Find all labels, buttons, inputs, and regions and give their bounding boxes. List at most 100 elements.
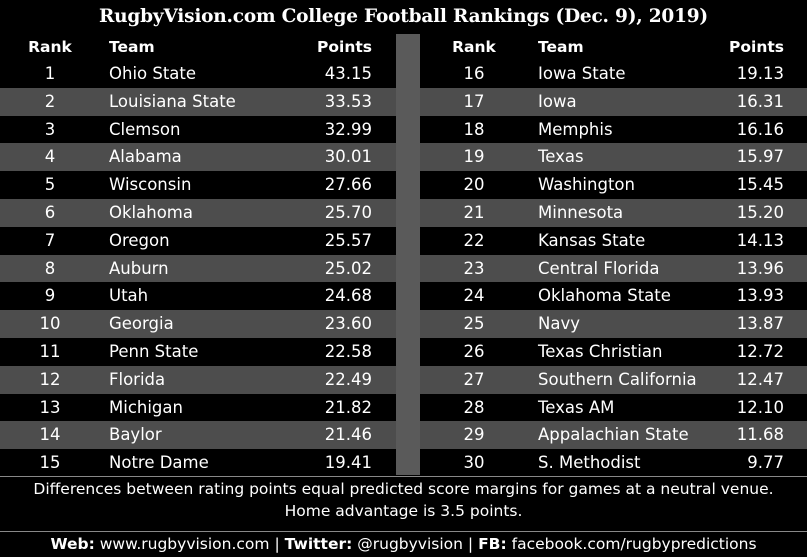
points-cell: 25.57 bbox=[324, 230, 372, 250]
team-cell: Appalachian State bbox=[538, 425, 689, 445]
team-cell: Southern California bbox=[538, 369, 697, 389]
rank-cell: 1 bbox=[44, 64, 56, 83]
rankings-column-right: Rank Team Points 16 Iowa State 19.13 17 Iowa… bbox=[420, 34, 807, 475]
points-cell: 22.58 bbox=[324, 341, 372, 361]
team-cell: Penn State bbox=[109, 341, 199, 361]
table-row: 28 Texas AM 12.10 bbox=[420, 394, 807, 422]
divider-line bbox=[0, 531, 807, 532]
footer-separator: | bbox=[467, 535, 474, 553]
web-link[interactable]: www.rugbyvision.com bbox=[99, 535, 270, 553]
team-cell: Texas Christian bbox=[538, 341, 663, 361]
table-row: 27 Southern California 12.47 bbox=[420, 365, 807, 394]
team-cell: Alabama bbox=[109, 147, 182, 167]
team-cell: Memphis bbox=[538, 119, 613, 139]
points-cell: 27.66 bbox=[324, 175, 372, 195]
points-cell: 21.82 bbox=[324, 397, 372, 417]
table-row: 11 Penn State 22.58 bbox=[0, 338, 396, 366]
rank-cell: 27 bbox=[463, 369, 485, 389]
rank-cell: 22 bbox=[463, 230, 485, 250]
team-cell: Oklahoma bbox=[109, 202, 193, 222]
footnote-line-2: Home advantage is 3.5 points. bbox=[284, 502, 523, 520]
team-cell: Central Florida bbox=[538, 258, 660, 278]
team-cell: Washington bbox=[538, 175, 635, 195]
team-cell: Ohio State bbox=[109, 64, 197, 83]
rank-cell: 26 bbox=[463, 341, 485, 361]
team-cell: Texas AM bbox=[538, 397, 615, 417]
rank-cell: 30 bbox=[463, 453, 485, 473]
web-label: Web: bbox=[50, 535, 95, 553]
points-cell: 12.10 bbox=[736, 397, 784, 417]
points-cell: 16.31 bbox=[736, 91, 784, 111]
header-team: Team bbox=[109, 38, 155, 56]
rank-cell: 20 bbox=[463, 175, 485, 195]
points-cell: 14.13 bbox=[736, 230, 784, 250]
table-row: 3 Clemson 32.99 bbox=[0, 116, 396, 144]
points-cell: 22.49 bbox=[324, 369, 372, 389]
rank-cell: 19 bbox=[463, 147, 485, 167]
header-rank: Rank bbox=[452, 38, 496, 56]
rank-cell: 11 bbox=[39, 341, 61, 361]
rank-cell: 14 bbox=[39, 425, 61, 445]
header-points: Points bbox=[317, 38, 372, 56]
facebook-link[interactable]: facebook.com/rugbypredictions bbox=[511, 535, 757, 553]
column-divider bbox=[396, 34, 420, 475]
table-row: 5 Wisconsin 27.66 bbox=[0, 171, 396, 199]
facebook-label: FB: bbox=[478, 535, 507, 553]
rank-cell: 25 bbox=[463, 314, 485, 334]
points-cell: 9.77 bbox=[747, 453, 784, 473]
team-cell: Iowa bbox=[538, 91, 577, 111]
points-cell: 15.20 bbox=[736, 202, 784, 222]
table-row: 20 Washington 15.45 bbox=[420, 171, 807, 199]
points-cell: 15.97 bbox=[736, 147, 784, 167]
table-row: 1 Ohio State 43.15 bbox=[0, 60, 396, 88]
table-row: 8 Auburn 25.02 bbox=[0, 254, 396, 283]
table-row: 15 Notre Dame 19.41 bbox=[0, 449, 396, 477]
header-points: Points bbox=[729, 38, 784, 56]
team-cell: Kansas State bbox=[538, 230, 646, 250]
points-cell: 13.87 bbox=[736, 314, 784, 334]
table-row: 10 Georgia 23.60 bbox=[0, 310, 396, 338]
rank-cell: 10 bbox=[39, 314, 61, 334]
team-cell: Minnesota bbox=[538, 202, 624, 222]
footer-separator: | bbox=[274, 535, 280, 553]
team-cell: Michigan bbox=[109, 397, 183, 417]
table-row: 7 Oregon 25.57 bbox=[0, 227, 396, 255]
rank-cell: 28 bbox=[463, 397, 485, 417]
team-cell: Utah bbox=[109, 286, 149, 306]
points-cell: 16.16 bbox=[736, 119, 784, 139]
team-cell: Florida bbox=[109, 369, 166, 389]
rank-cell: 3 bbox=[44, 119, 56, 139]
table-row: 29 Appalachian State 11.68 bbox=[420, 421, 807, 450]
rank-cell: 21 bbox=[463, 202, 485, 222]
points-cell: 32.99 bbox=[324, 119, 372, 139]
header-team: Team bbox=[538, 38, 584, 56]
table-row: 13 Michigan 21.82 bbox=[0, 394, 396, 422]
points-cell: 13.96 bbox=[736, 258, 784, 278]
table-row: 30 S. Methodist 9.77 bbox=[420, 449, 807, 477]
table-row: 17 Iowa 16.31 bbox=[420, 87, 807, 116]
table-row: 26 Texas Christian 12.72 bbox=[420, 338, 807, 366]
team-cell: Georgia bbox=[109, 314, 174, 334]
points-cell: 21.46 bbox=[324, 425, 372, 445]
rank-cell: 5 bbox=[44, 175, 56, 195]
rank-cell: 2 bbox=[44, 91, 56, 111]
table-row: 19 Texas 15.97 bbox=[420, 143, 807, 172]
rank-cell: 8 bbox=[44, 258, 56, 278]
points-cell: 15.45 bbox=[736, 175, 784, 195]
twitter-link[interactable]: @rugbyvision bbox=[357, 535, 463, 553]
rank-cell: 29 bbox=[463, 425, 485, 445]
points-cell: 13.93 bbox=[736, 286, 784, 306]
points-cell: 23.60 bbox=[324, 314, 372, 334]
points-cell: 24.68 bbox=[324, 286, 372, 306]
points-cell: 30.01 bbox=[324, 147, 372, 167]
table-row: 18 Memphis 16.16 bbox=[420, 116, 807, 144]
rank-cell: 17 bbox=[463, 91, 485, 111]
table-header: Rank Team Points bbox=[0, 34, 396, 60]
team-cell: Oregon bbox=[109, 230, 170, 250]
rank-cell: 7 bbox=[44, 230, 56, 250]
table-row: 12 Florida 22.49 bbox=[0, 365, 396, 394]
table-row: 23 Central Florida 13.96 bbox=[420, 254, 807, 283]
team-cell: Louisiana State bbox=[109, 91, 236, 111]
team-cell: Wisconsin bbox=[109, 175, 192, 195]
team-cell: Navy bbox=[538, 314, 580, 334]
